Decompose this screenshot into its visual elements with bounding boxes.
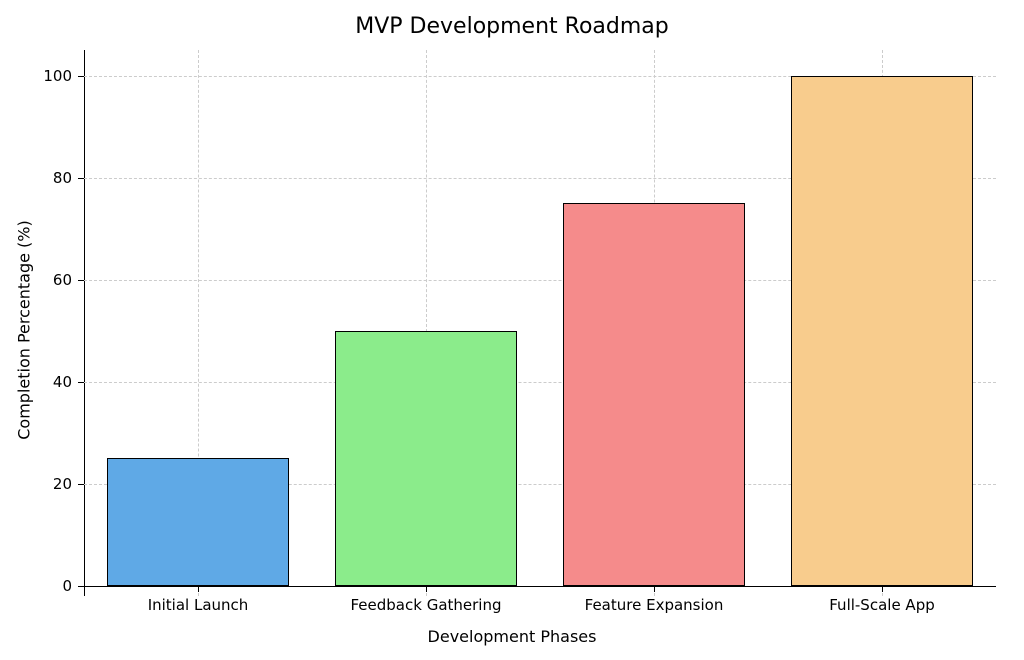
chart-container: MVP Development Roadmap Completion Perce…	[0, 0, 1024, 660]
x-tick-label: Full-Scale App	[829, 586, 935, 614]
bar	[107, 458, 289, 586]
bar	[335, 331, 517, 586]
y-tick-label: 80	[53, 169, 84, 187]
bar	[791, 76, 973, 586]
y-tick-label: 0	[62, 577, 84, 595]
y-tick-label: 60	[53, 271, 84, 289]
y-tick-label: 40	[53, 373, 84, 391]
bar	[563, 203, 745, 586]
y-tick-label: 20	[53, 475, 84, 493]
x-tick-label: Initial Launch	[148, 586, 249, 614]
plot-area: 020406080100Initial LaunchFeedback Gathe…	[84, 50, 996, 596]
x-tick-label: Feedback Gathering	[351, 586, 502, 614]
y-axis-label: Completion Percentage (%)	[15, 220, 34, 440]
y-axis-line	[84, 50, 85, 596]
x-tick-label: Feature Expansion	[585, 586, 724, 614]
x-axis-label: Development Phases	[0, 627, 1024, 646]
y-tick-label: 100	[43, 67, 84, 85]
chart-title: MVP Development Roadmap	[0, 14, 1024, 39]
